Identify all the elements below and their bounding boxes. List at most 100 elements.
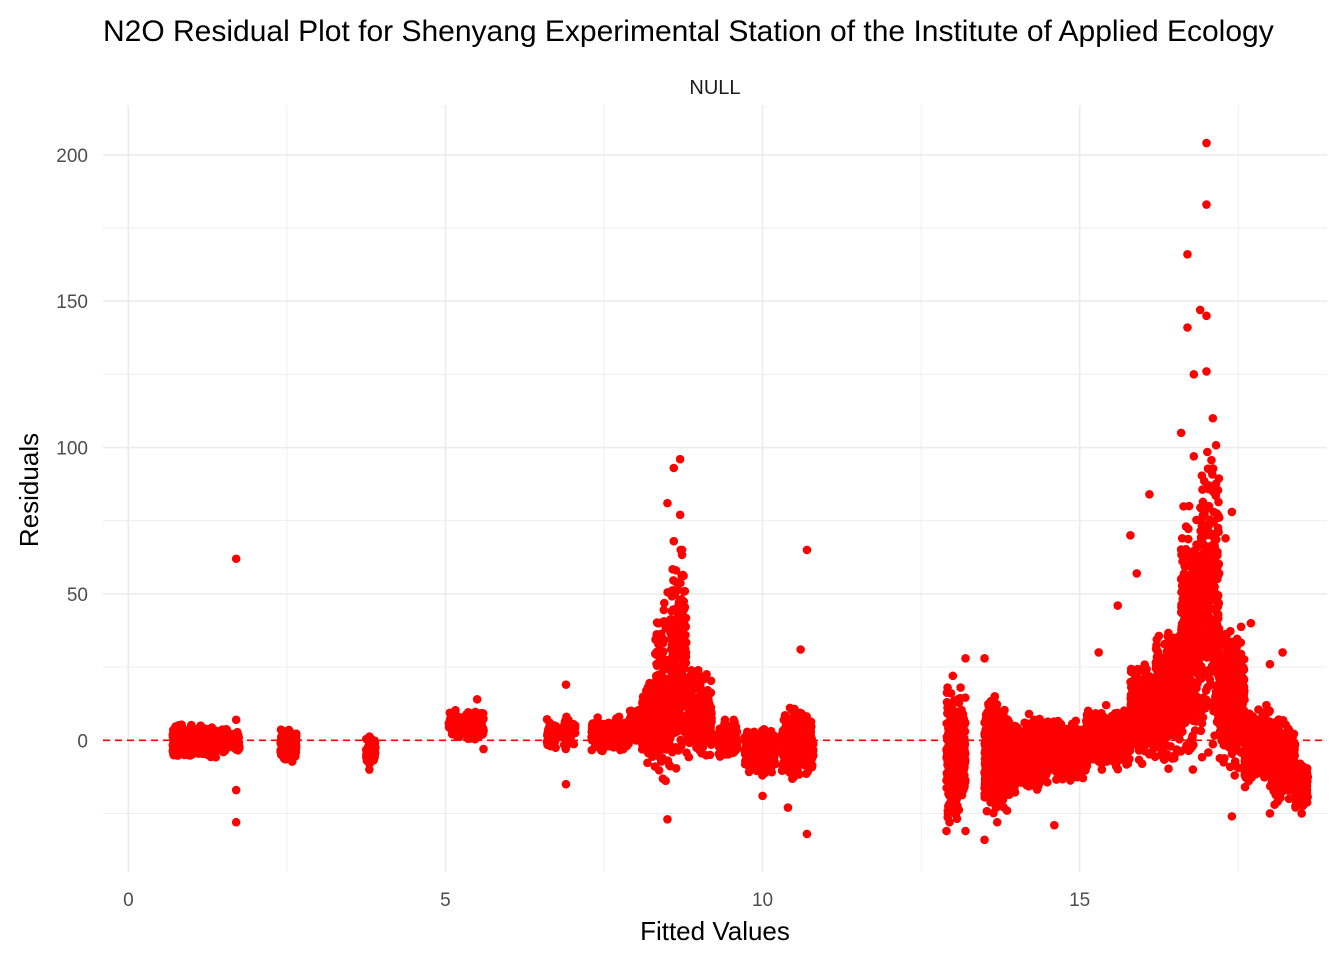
data-point: [1007, 747, 1017, 757]
data-point: [467, 722, 476, 732]
data-point: [682, 748, 691, 757]
data-point: [619, 733, 628, 743]
data-point: [778, 748, 788, 758]
data-point: [675, 621, 685, 630]
data-point: [799, 754, 809, 764]
data-point: [457, 716, 466, 725]
data-point: [807, 754, 816, 764]
data-point: [598, 735, 608, 745]
data-point: [762, 760, 772, 770]
data-point: [695, 691, 705, 701]
data-point: [731, 734, 741, 743]
data-point: [445, 717, 455, 726]
data-point: [280, 735, 290, 745]
data-point: [202, 728, 211, 737]
data-point: [612, 714, 621, 723]
data-point: [666, 616, 676, 626]
data-point: [797, 709, 806, 718]
data-point: [942, 688, 952, 698]
data-point: [616, 740, 626, 750]
data-point: [729, 726, 738, 736]
data-point: [668, 713, 677, 723]
data-point: [547, 736, 556, 746]
data-point: [680, 586, 690, 596]
data-point: [1008, 726, 1017, 736]
data-point: [654, 766, 664, 775]
data-point: [669, 669, 679, 679]
data-point: [671, 605, 681, 614]
data-point: [627, 717, 637, 727]
data-point: [562, 712, 571, 722]
data-point: [983, 742, 993, 752]
data-point: [988, 793, 998, 803]
data-point: [671, 764, 681, 773]
data-point: [652, 633, 661, 642]
data-point: [172, 741, 182, 750]
data-point: [658, 647, 668, 657]
data-point: [664, 760, 674, 770]
data-point: [953, 732, 963, 742]
data-point: [193, 746, 203, 755]
data-point: [951, 778, 961, 787]
data-point: [740, 749, 750, 759]
data-point: [759, 724, 769, 734]
data-point: [1022, 780, 1031, 790]
data-point: [715, 749, 724, 759]
data-point: [643, 758, 652, 768]
data-point: [659, 605, 669, 615]
data-point: [667, 590, 676, 600]
data-point: [616, 720, 626, 730]
data-point: [638, 728, 647, 738]
data-point: [674, 723, 684, 733]
data-point: [368, 745, 378, 755]
data-point: [1015, 754, 1024, 764]
data-point: [696, 671, 705, 681]
data-point: [695, 680, 705, 689]
data-point: [447, 725, 456, 734]
data-point: [659, 715, 669, 725]
data-point: [652, 661, 662, 670]
data-point: [671, 577, 681, 587]
data-point: [952, 814, 962, 823]
data-point: [646, 685, 656, 695]
data-point: [807, 742, 816, 751]
data-point: [233, 727, 242, 737]
data-point: [797, 744, 806, 754]
data-point: [223, 732, 232, 742]
data-point: [990, 706, 999, 716]
data-point: [232, 738, 242, 747]
data-point: [950, 696, 959, 705]
data-point: [463, 734, 473, 744]
data-point: [957, 790, 967, 800]
data-point: [657, 672, 666, 682]
data-point: [670, 643, 679, 653]
data-point: [718, 739, 728, 749]
data-point: [666, 685, 676, 695]
data-point: [686, 666, 696, 675]
data-point: [995, 778, 1004, 787]
grid: [103, 105, 1327, 872]
data-point: [778, 731, 787, 741]
data-point: [641, 700, 650, 710]
data-point: [637, 745, 647, 754]
data-point: [684, 699, 693, 708]
data-point: [1021, 741, 1030, 750]
data-point: [658, 618, 668, 627]
data-point: [801, 728, 810, 738]
data-points: [168, 138, 1313, 845]
data-point: [980, 769, 989, 778]
data-point: [570, 723, 580, 733]
data-point: [361, 745, 371, 755]
data-point: [780, 711, 790, 720]
data-point: [950, 800, 959, 810]
data-point: [753, 746, 762, 756]
data-point: [661, 776, 670, 786]
data-point: [656, 755, 666, 764]
data-point: [944, 733, 953, 743]
data-point: [677, 571, 686, 581]
data-point: [468, 709, 477, 718]
data-point: [1009, 763, 1018, 772]
data-point: [677, 545, 687, 555]
data-point: [189, 724, 199, 734]
data-point: [220, 739, 229, 748]
